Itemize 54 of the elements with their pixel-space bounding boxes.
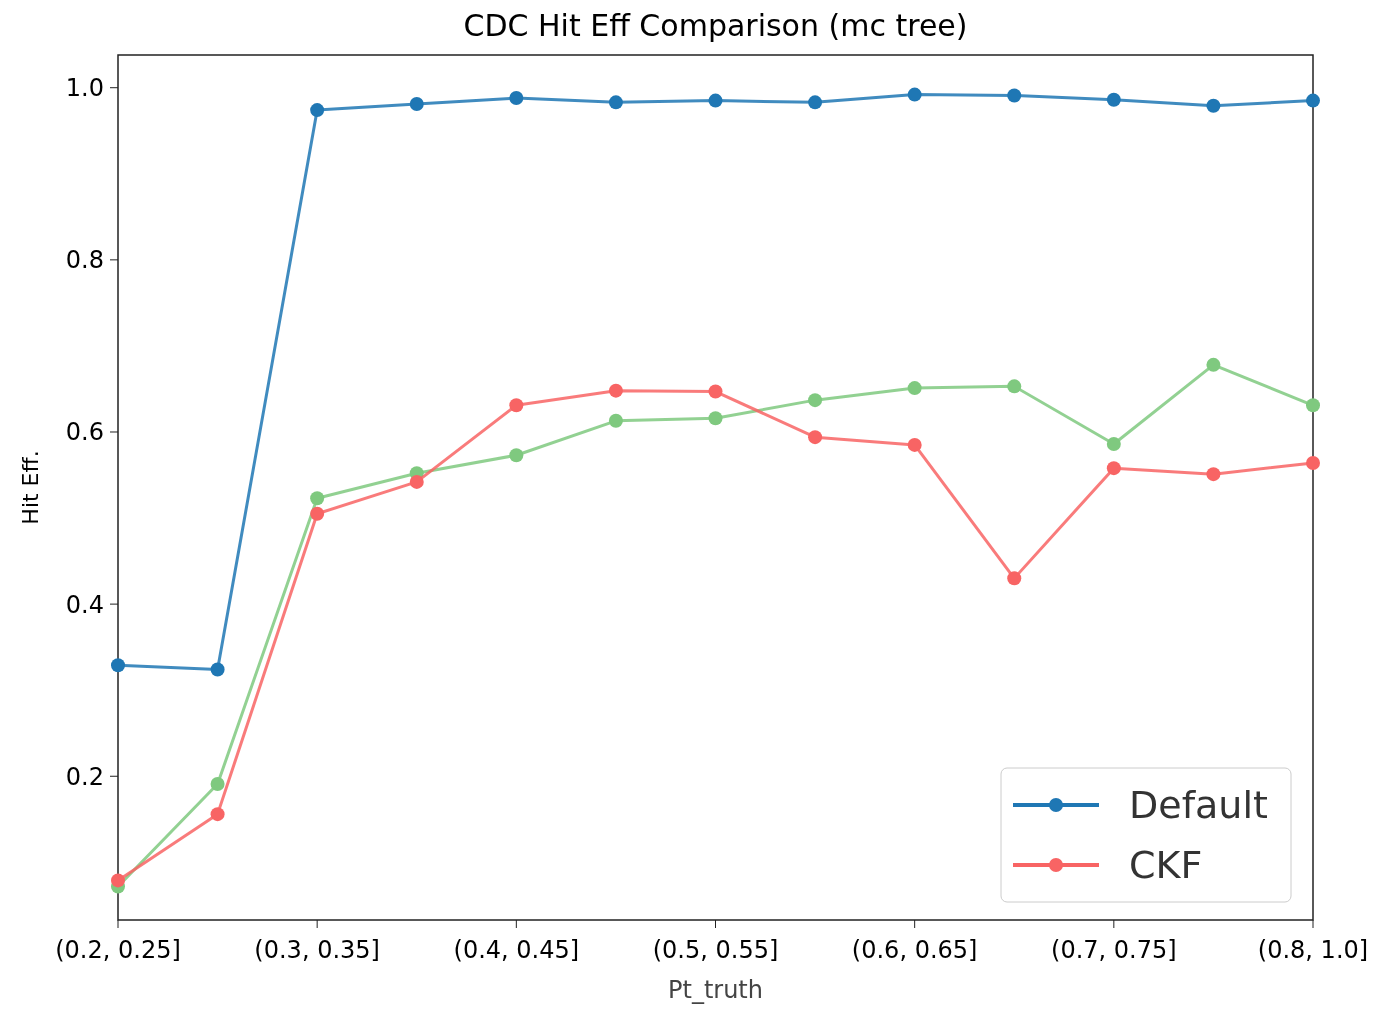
point — [808, 95, 823, 110]
point — [608, 413, 623, 428]
point — [1007, 88, 1022, 103]
point — [1206, 467, 1221, 482]
point — [708, 93, 723, 108]
point — [1106, 92, 1121, 107]
point — [111, 873, 125, 888]
x-tick-label: (0.5, 0.55] — [652, 936, 779, 964]
point — [907, 87, 922, 102]
y-tick-label: 1.0 — [65, 74, 104, 103]
x-tick-label: (0.2, 0.25] — [55, 936, 181, 964]
point — [907, 381, 922, 396]
legend-label: CKF — [1129, 843, 1203, 888]
point — [1306, 398, 1320, 413]
point — [409, 474, 424, 489]
point — [210, 807, 225, 822]
point — [708, 384, 723, 399]
y-tick-label: 0.6 — [65, 418, 104, 447]
x-tick-label: (0.6, 0.65] — [851, 936, 978, 964]
point — [409, 97, 424, 112]
point — [808, 393, 823, 408]
point — [1007, 571, 1022, 586]
chart-title: CDC Hit Eff Comparison (mc tree) — [463, 8, 968, 43]
point — [310, 491, 325, 506]
point — [1206, 357, 1221, 372]
point — [1106, 461, 1121, 476]
point — [509, 448, 524, 463]
point — [210, 777, 225, 792]
y-tick-label: 0.8 — [65, 246, 104, 275]
point — [1206, 98, 1221, 113]
point — [509, 398, 524, 413]
point — [708, 411, 723, 426]
point — [111, 658, 125, 673]
point — [907, 437, 922, 452]
point — [1106, 437, 1121, 452]
y-tick-label: 0.4 — [65, 590, 104, 619]
x-tick-label: (0.8, 1.0] — [1257, 936, 1369, 964]
y-axis-title: Hit Eff. — [18, 450, 43, 525]
point — [310, 103, 325, 118]
point — [1306, 455, 1320, 470]
point — [808, 430, 823, 445]
point — [608, 383, 623, 398]
point — [608, 95, 623, 110]
x-axis-title: Pt_truth — [668, 976, 763, 1004]
point — [1306, 93, 1320, 108]
point — [310, 506, 325, 521]
x-tick-label: (0.3, 0.35] — [254, 936, 380, 964]
x-tick-label: (0.4, 0.45] — [453, 936, 580, 964]
point — [210, 662, 225, 677]
y-tick-label: 0.2 — [65, 762, 104, 791]
legend-label: Default — [1129, 783, 1268, 828]
x-tick-label: (0.7, 0.75] — [1051, 936, 1177, 964]
point — [1007, 379, 1022, 394]
point — [509, 91, 524, 106]
